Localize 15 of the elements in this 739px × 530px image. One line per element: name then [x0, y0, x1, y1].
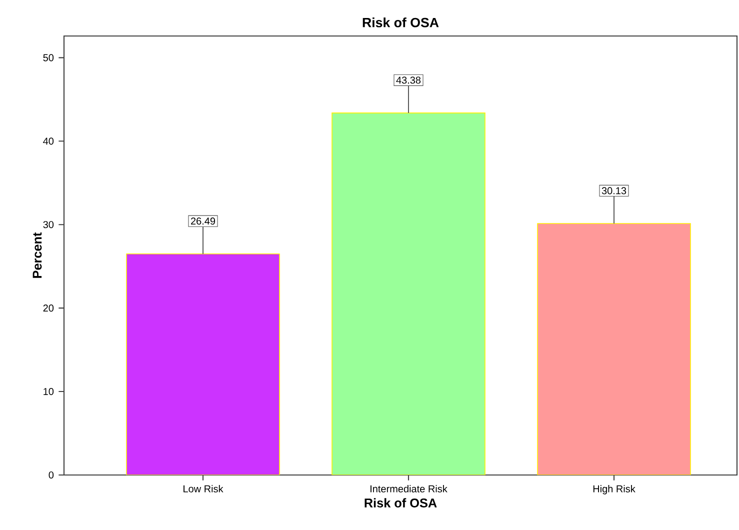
- y-tick-label: 0: [48, 471, 54, 479]
- x-tick-label: High Risk: [593, 485, 636, 494]
- x-tick-label: Intermediate Risk: [370, 485, 448, 492]
- data-label: 30.13: [602, 187, 626, 194]
- y-tick-label: 40: [43, 138, 54, 145]
- y-tick-label: 10: [44, 388, 54, 396]
- y-tick-label: 50: [43, 54, 54, 62]
- chart-title: Risk of OSA: [362, 17, 439, 28]
- y-axis-title: Percent: [32, 232, 42, 278]
- x-tick-label: Low Risk: [184, 485, 224, 492]
- data-label: 26.49: [190, 218, 216, 225]
- y-tick-label: 20: [43, 304, 54, 312]
- data-label: 43.38: [396, 76, 421, 84]
- y-tick-label: 30: [43, 221, 54, 228]
- x-axis-title: Risk of OSA: [364, 498, 437, 508]
